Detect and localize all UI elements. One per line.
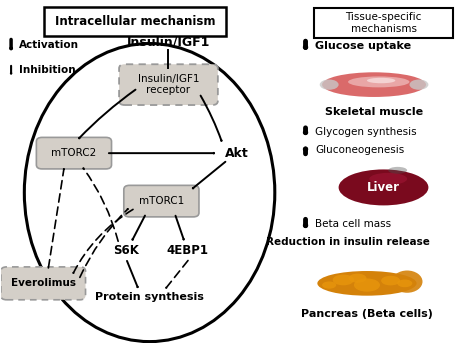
Ellipse shape bbox=[318, 271, 417, 296]
Ellipse shape bbox=[388, 167, 407, 174]
FancyBboxPatch shape bbox=[36, 137, 111, 169]
Text: Insulin/IGF1: Insulin/IGF1 bbox=[127, 36, 210, 49]
Ellipse shape bbox=[319, 79, 338, 90]
Text: Glycogen synthesis: Glycogen synthesis bbox=[315, 127, 417, 137]
Text: Inhibition: Inhibition bbox=[18, 65, 75, 75]
Text: Insulin/IGF1
receptor: Insulin/IGF1 receptor bbox=[138, 74, 199, 95]
Ellipse shape bbox=[348, 274, 366, 283]
Text: Activation: Activation bbox=[18, 40, 79, 50]
Text: Skeletal muscle: Skeletal muscle bbox=[325, 107, 423, 117]
Ellipse shape bbox=[354, 278, 380, 292]
Text: Tissue-specific
mechanisms: Tissue-specific mechanisms bbox=[346, 12, 422, 34]
FancyBboxPatch shape bbox=[314, 8, 453, 39]
Ellipse shape bbox=[381, 276, 400, 286]
Text: Gluconeogenesis: Gluconeogenesis bbox=[315, 145, 404, 155]
Ellipse shape bbox=[338, 170, 428, 205]
Ellipse shape bbox=[367, 78, 395, 83]
FancyBboxPatch shape bbox=[124, 185, 199, 217]
Text: Akt: Akt bbox=[225, 147, 249, 160]
Ellipse shape bbox=[397, 280, 412, 287]
Ellipse shape bbox=[322, 72, 426, 97]
Text: Reduction in insulin release: Reduction in insulin release bbox=[266, 237, 430, 247]
Text: Everolimus: Everolimus bbox=[11, 278, 76, 288]
Text: S6K: S6K bbox=[113, 244, 139, 257]
Text: Glucose uptake: Glucose uptake bbox=[315, 41, 411, 51]
Ellipse shape bbox=[322, 281, 336, 289]
Ellipse shape bbox=[348, 76, 410, 87]
Text: Beta cell mass: Beta cell mass bbox=[315, 219, 391, 229]
Text: 4EBP1: 4EBP1 bbox=[166, 244, 209, 257]
Ellipse shape bbox=[410, 79, 428, 90]
FancyBboxPatch shape bbox=[1, 267, 85, 300]
Text: Intracellular mechanism: Intracellular mechanism bbox=[55, 15, 216, 29]
Text: mTORC1: mTORC1 bbox=[139, 196, 184, 206]
Ellipse shape bbox=[392, 270, 422, 293]
FancyBboxPatch shape bbox=[45, 7, 227, 36]
Ellipse shape bbox=[369, 173, 407, 185]
Text: Protein synthesis: Protein synthesis bbox=[95, 292, 204, 302]
FancyBboxPatch shape bbox=[119, 64, 218, 105]
Text: Liver: Liver bbox=[367, 181, 400, 194]
Ellipse shape bbox=[333, 275, 354, 285]
Text: mTORC2: mTORC2 bbox=[51, 148, 97, 158]
Text: Pancreas (Beta cells): Pancreas (Beta cells) bbox=[301, 309, 433, 319]
